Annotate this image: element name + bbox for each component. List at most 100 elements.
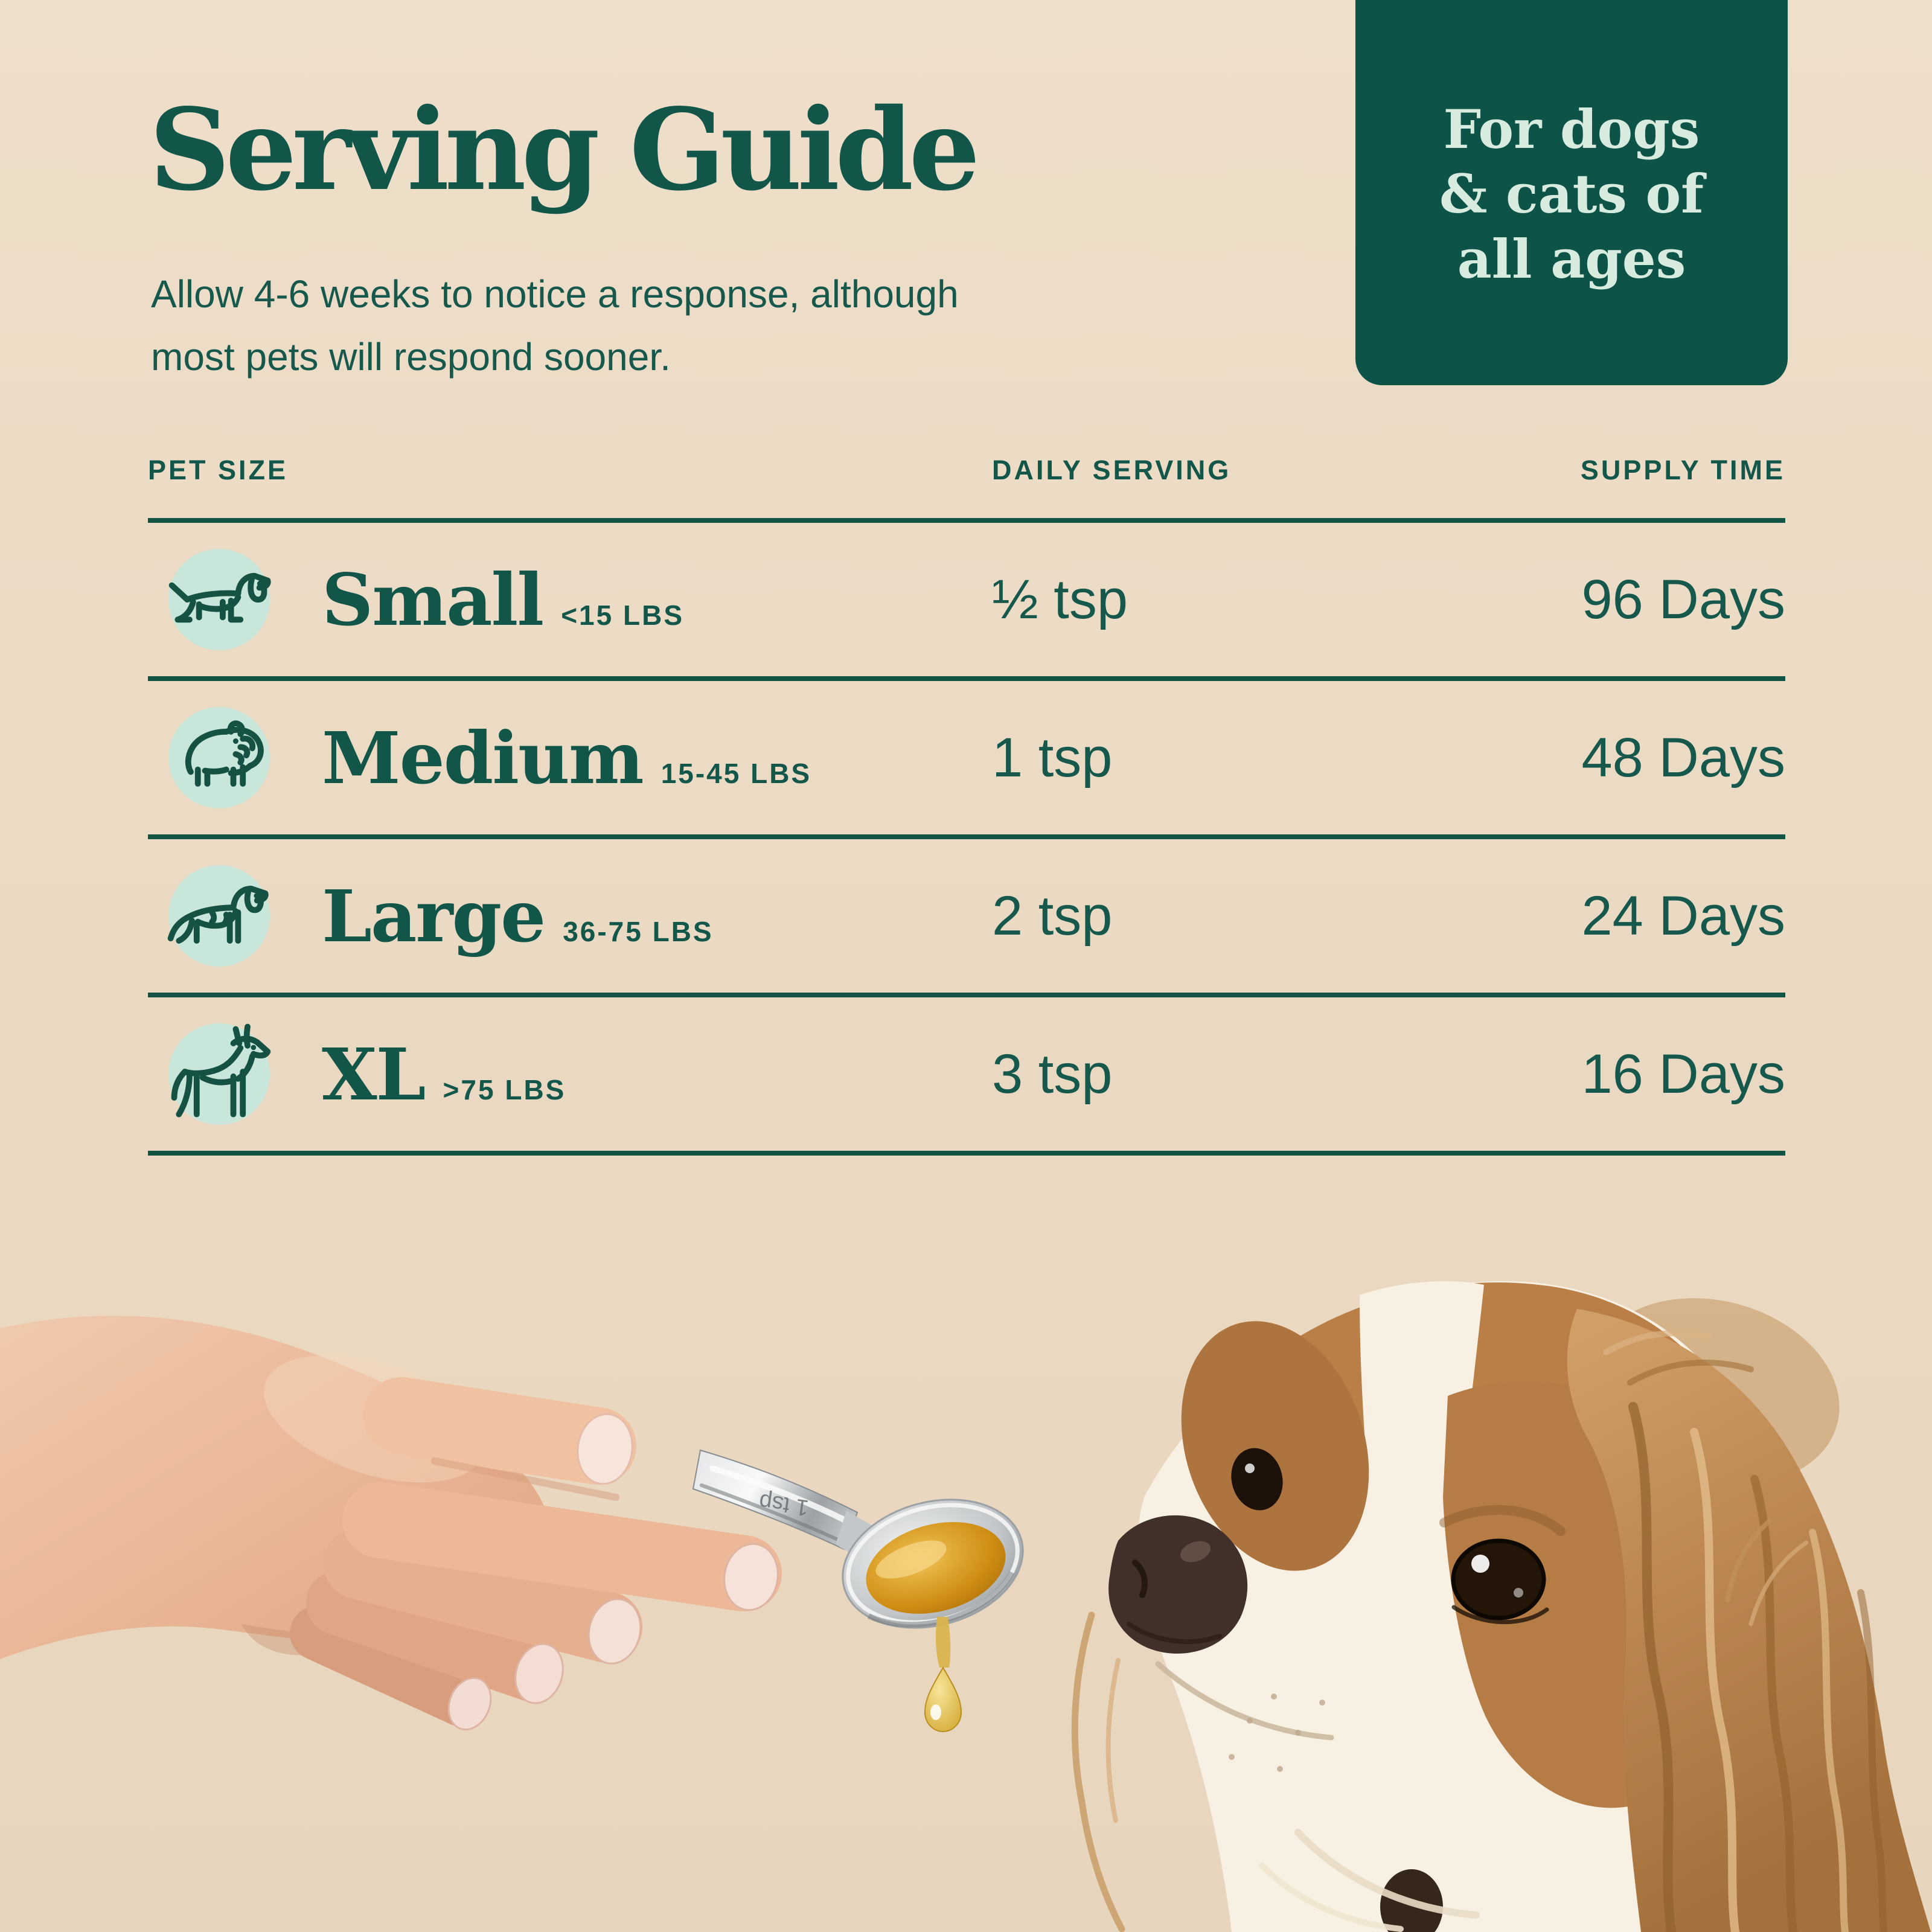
middle-fingernail	[587, 1598, 642, 1665]
supply-time-value: 16 Days	[1581, 1043, 1786, 1105]
spoon-oil-highlight	[875, 1540, 947, 1579]
dog-mouth-line	[1155, 1661, 1334, 1741]
age-coverage-badge: For dogs & cats of all ages	[1355, 0, 1788, 385]
dog-near-eye-highlight	[1471, 1555, 1489, 1573]
pet-size-name: Small	[322, 557, 544, 642]
supply-time-value: 24 Days	[1581, 884, 1786, 947]
table-row-small: Small <15 LBS ½ tsp 96 Days	[148, 523, 1785, 681]
pinky-finger	[290, 1606, 489, 1727]
page-subtitle: Allow 4-6 weeks to notice a response, al…	[151, 263, 959, 388]
pet-size-label-group: XL >75 LBS	[322, 1032, 566, 1116]
bulldog-icon	[185, 720, 264, 787]
pet-size-name: XL	[322, 1032, 426, 1116]
oil-stream	[935, 1617, 951, 1668]
dog-nose	[1108, 1515, 1248, 1654]
spoon-bowl-group	[842, 1499, 1024, 1629]
thumb	[363, 1377, 636, 1485]
thumb-shadow	[431, 1457, 619, 1501]
pet-size-weight: 36-75 LBS	[563, 915, 714, 947]
ear-wisp	[1748, 1540, 1809, 1627]
column-header-daily-serving: DAILY SERVING	[992, 455, 1232, 485]
subtitle-line-2: most pets will respond sooner.	[151, 334, 671, 379]
subtitle-line-1: Allow 4-6 weeks to notice a response, al…	[151, 272, 959, 316]
neck-fur-shading	[1294, 1829, 1480, 1919]
retriever-icon	[167, 886, 269, 944]
ear-wisp	[1726, 1519, 1771, 1602]
pet-size-weight: <15 LBS	[561, 599, 684, 631]
dog-near-eye-lower-lid	[1451, 1605, 1549, 1624]
table-row-large: Large 36-75 LBS 2 tsp 24 Days	[148, 839, 1785, 997]
ear-top-tuft	[1627, 1360, 1754, 1386]
muzzle-freckles	[1229, 1694, 1325, 1772]
neck-fur-shading	[1259, 1863, 1404, 1932]
front-wisp	[1071, 1611, 1125, 1932]
middle-finger	[324, 1528, 642, 1663]
ear-fur-strand	[1690, 1428, 1739, 1932]
pet-size-cell: XL >75 LBS	[148, 1023, 992, 1125]
daily-serving-value: 1 tsp	[992, 726, 1113, 788]
ear-fur-strand	[1809, 1529, 1849, 1932]
thumb-nail	[577, 1413, 633, 1485]
table-header-row: PET SIZE DAILY SERVING SUPPLY TIME	[148, 423, 1785, 523]
ear-fur-strand	[1750, 1475, 1797, 1932]
great-dane-icon	[171, 1023, 271, 1118]
hand-with-spoon: 1 tsp	[0, 1316, 1024, 1732]
table-row-medium: Medium 15-45 LBS 1 tsp 48 Days	[148, 681, 1785, 839]
column-header-supply-time: SUPPLY TIME	[1580, 455, 1785, 485]
ear-fur-strand	[1628, 1402, 1676, 1932]
pet-icon-wrap	[168, 707, 270, 808]
pet-size-weight: >75 LBS	[443, 1073, 566, 1105]
ear-fur-strand	[1857, 1589, 1887, 1932]
dog-nostril	[1132, 1559, 1148, 1598]
supply-time-value: 96 Days	[1581, 568, 1786, 630]
dog-nose-underside	[1127, 1622, 1222, 1644]
spoon-handle-shadow-edge	[700, 1483, 845, 1544]
pet-size-cell: Small <15 LBS	[148, 549, 992, 650]
daily-serving-value: 2 tsp	[992, 884, 1113, 947]
page-title: Serving Guide	[149, 83, 980, 216]
pinky-fingernail	[447, 1677, 492, 1731]
pet-icon-wrap	[167, 865, 270, 967]
pet-size-label-group: Large 36-75 LBS	[322, 874, 714, 958]
pet-size-weight: 15-45 LBS	[661, 757, 812, 789]
dog-nose-shine	[1180, 1541, 1211, 1563]
ring-fingernail	[514, 1643, 564, 1704]
column-header-pet-size: PET SIZE	[148, 455, 289, 485]
pet-size-cell: Large 36-75 LBS	[148, 865, 992, 967]
dog-near-eye-highlight-small	[1514, 1588, 1523, 1598]
dog-head	[1071, 1281, 1931, 1932]
daily-serving-value: 3 tsp	[992, 1043, 1113, 1105]
table-row-xl: XL >75 LBS 3 tsp 16 Days	[148, 997, 1785, 1156]
pet-icon-wrap	[168, 1023, 271, 1125]
spoon-oil	[866, 1521, 1006, 1614]
supply-time-value: 48 Days	[1581, 726, 1786, 788]
oil-drop	[924, 1666, 962, 1732]
dachshund-icon	[168, 572, 271, 623]
dog-far-eye-patch	[1181, 1321, 1369, 1571]
dog-far-eye	[1231, 1448, 1283, 1511]
pet-icon-wrap	[168, 549, 271, 650]
dog-brow-shading	[1439, 1505, 1566, 1536]
pet-size-label-group: Small <15 LBS	[322, 558, 684, 642]
pet-size-name: Medium	[322, 715, 644, 800]
photo-scene: 1 tsp	[0, 1281, 1931, 1932]
pet-size-name: Large	[322, 874, 546, 958]
pet-size-label-group: Medium 15-45 LBS	[322, 716, 811, 800]
index-fingernail	[723, 1543, 779, 1611]
dog-far-eye-highlight	[1245, 1463, 1255, 1473]
mint-circle	[168, 707, 270, 808]
ear-top-tuft	[1603, 1330, 1712, 1355]
front-wisp	[1105, 1658, 1121, 1823]
oil-drop-highlight	[930, 1704, 941, 1720]
dog-ear	[1567, 1309, 1931, 1932]
index-finger	[342, 1482, 782, 1611]
spoon-handle-highlight	[709, 1465, 853, 1526]
spoon-bowl-bottom-shade	[867, 1571, 1015, 1628]
daily-serving-value: ½ tsp	[992, 568, 1128, 630]
ring-finger	[306, 1571, 563, 1701]
dog-near-eye-rim	[1451, 1538, 1546, 1620]
age-coverage-badge-text: For dogs & cats of all ages	[1439, 97, 1704, 290]
pet-size-cell: Medium 15-45 LBS	[148, 707, 992, 808]
serving-table: PET SIZE DAILY SERVING SUPPLY TIME	[148, 423, 1785, 1156]
